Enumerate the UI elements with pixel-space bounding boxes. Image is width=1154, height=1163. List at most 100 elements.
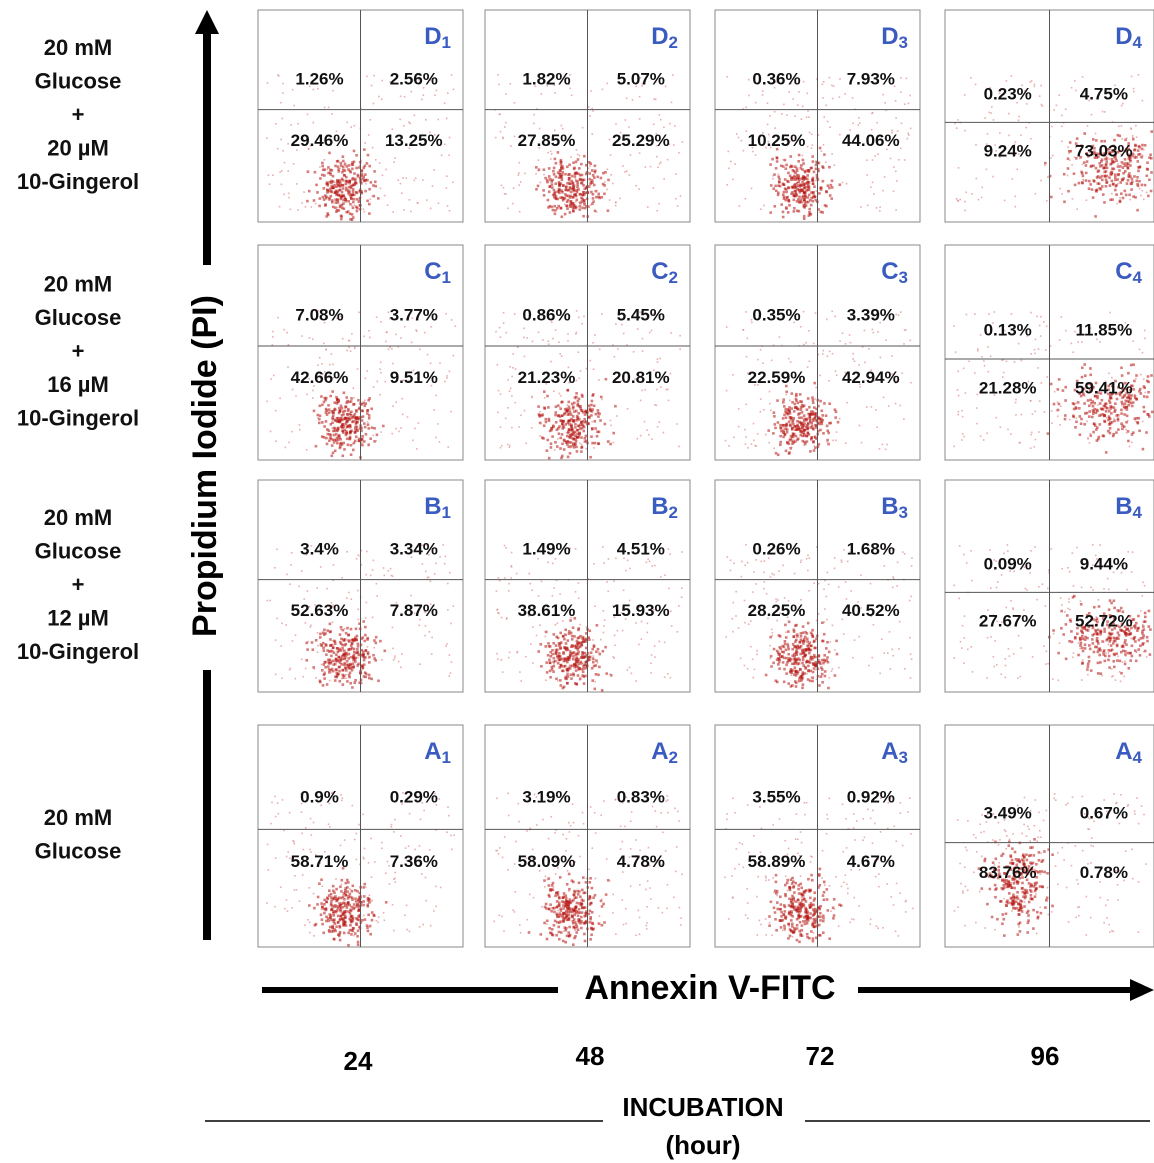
event-dot xyxy=(555,624,557,626)
event-dot xyxy=(548,180,550,182)
event-dot xyxy=(340,405,343,408)
event-dot xyxy=(846,183,848,185)
event-dot xyxy=(1051,410,1053,412)
event-dot xyxy=(794,658,797,661)
event-dot xyxy=(1096,637,1099,640)
event-dot xyxy=(343,653,346,656)
event-dot xyxy=(1088,415,1091,418)
event-dot xyxy=(543,194,546,197)
event-dot xyxy=(579,679,581,681)
event-dot xyxy=(568,630,571,633)
event-dot xyxy=(614,635,616,637)
event-dot xyxy=(831,670,833,672)
event-dot xyxy=(417,202,419,204)
event-dot xyxy=(270,431,272,433)
event-dot xyxy=(565,642,568,645)
event-dot xyxy=(986,677,988,679)
event-dot xyxy=(1105,639,1108,642)
event-dot xyxy=(334,679,337,682)
event-dot xyxy=(1015,414,1017,416)
event-dot xyxy=(806,428,809,431)
event-dot xyxy=(551,668,554,671)
event-dot xyxy=(1143,199,1145,201)
event-dot xyxy=(342,423,345,426)
event-dot xyxy=(812,160,815,163)
event-dot xyxy=(787,211,790,214)
event-dot xyxy=(340,164,343,167)
event-dot xyxy=(844,93,846,95)
event-dot xyxy=(1062,633,1065,636)
event-dot xyxy=(782,431,784,433)
event-dot xyxy=(1142,448,1145,451)
event-dot xyxy=(807,570,809,572)
event-dot xyxy=(356,210,359,213)
event-dot xyxy=(641,390,643,392)
event-dot xyxy=(1093,423,1096,426)
event-dot xyxy=(1129,446,1131,448)
event-dot xyxy=(896,585,898,587)
event-dot xyxy=(372,617,374,619)
event-dot xyxy=(1119,197,1121,199)
event-dot xyxy=(1135,378,1137,380)
event-dot xyxy=(347,410,350,413)
event-dot xyxy=(555,421,558,424)
event-dot xyxy=(801,411,804,414)
event-dot xyxy=(820,675,823,678)
event-dot xyxy=(872,159,874,161)
event-dot xyxy=(1125,400,1128,403)
event-dot xyxy=(1097,672,1100,675)
event-dot xyxy=(455,325,457,327)
event-dot xyxy=(797,402,800,405)
event-dot xyxy=(357,645,360,648)
event-dot xyxy=(850,342,852,344)
event-dot xyxy=(436,90,438,92)
event-dot xyxy=(812,680,814,682)
event-dot xyxy=(303,676,305,678)
event-dot xyxy=(503,312,505,314)
dot-plot: B30.26%1.68%28.25%40.52% xyxy=(715,480,920,692)
event-dot xyxy=(1104,111,1106,113)
event-dot xyxy=(1131,178,1134,181)
event-dot xyxy=(282,150,284,152)
event-dot xyxy=(339,633,342,636)
event-dot xyxy=(1084,647,1087,650)
event-dot xyxy=(1140,374,1142,376)
event-dot xyxy=(802,664,805,667)
event-dot xyxy=(747,447,749,449)
event-dot xyxy=(1136,209,1139,212)
event-dot xyxy=(323,343,325,345)
event-dot xyxy=(671,102,673,104)
event-dot xyxy=(667,389,669,391)
event-dot xyxy=(794,171,797,174)
event-dot xyxy=(799,641,802,644)
event-dot xyxy=(1096,189,1099,192)
event-dot xyxy=(345,402,348,405)
event-dot xyxy=(901,372,903,374)
event-dot xyxy=(392,128,394,130)
event-dot xyxy=(577,674,580,677)
event-dot xyxy=(1115,185,1118,188)
event-dot xyxy=(325,420,328,423)
event-dot xyxy=(1079,433,1082,436)
quadrant-percent: 4.51% xyxy=(617,539,665,558)
event-dot xyxy=(638,188,640,190)
event-dot xyxy=(986,433,988,435)
event-dot xyxy=(547,406,550,409)
event-dot xyxy=(414,428,416,430)
event-dot xyxy=(809,450,812,453)
event-dot xyxy=(599,419,602,422)
event-dot xyxy=(812,401,815,404)
event-dot xyxy=(1121,161,1124,164)
event-dot xyxy=(1082,175,1085,178)
event-dot xyxy=(1072,402,1075,405)
event-dot xyxy=(1137,648,1140,651)
event-dot xyxy=(1105,652,1107,654)
event-dot xyxy=(893,191,895,193)
event-dot xyxy=(1095,632,1097,634)
event-dot xyxy=(347,664,350,667)
event-dot xyxy=(1089,433,1091,435)
event-dot xyxy=(592,661,595,664)
event-dot xyxy=(793,645,796,648)
event-dot xyxy=(567,340,569,342)
event-dot xyxy=(679,348,681,350)
